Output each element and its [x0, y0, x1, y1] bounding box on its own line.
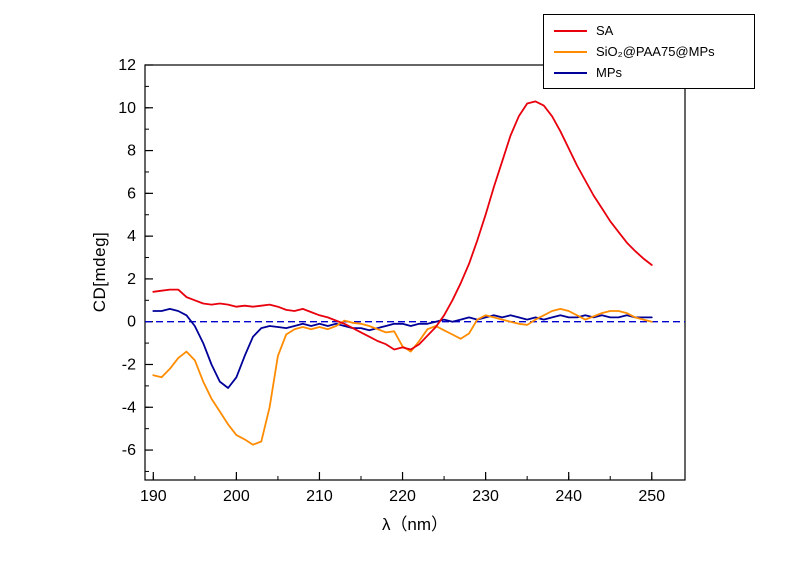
- x-tick-label: 220: [389, 488, 416, 505]
- x-tick-label: 240: [555, 488, 582, 505]
- legend-label-sa: SA: [596, 23, 614, 38]
- y-axis-label: CD[mdeg]: [90, 231, 109, 313]
- x-tick-label: 210: [306, 488, 333, 505]
- y-tick-label: 12: [118, 57, 136, 74]
- legend-item-sa: SA: [554, 20, 748, 41]
- y-tick-label: -4: [122, 399, 136, 416]
- y-tick-label: 0: [127, 314, 136, 331]
- plot-border: [144, 64, 686, 481]
- x-tick-label: 230: [472, 488, 499, 505]
- legend-item-sio2-paa75-mps: SiO₂@PAA75@MPs: [554, 41, 748, 62]
- series-line-sa: [152, 100, 653, 351]
- legend-label-sio2-paa75-mps: SiO₂@PAA75@MPs: [596, 44, 715, 59]
- x-axis-label: λ（nm）: [381, 515, 449, 534]
- y-tick-label: 6: [127, 185, 136, 202]
- y-tick-label: 8: [127, 143, 136, 160]
- legend-item-mps: MPs: [554, 62, 748, 83]
- x-tick-label: 200: [223, 488, 250, 505]
- legend-line-swatch-sa: [554, 29, 587, 32]
- y-tick-label: 4: [127, 228, 136, 245]
- series-line-sio-paa75-mps: [152, 307, 653, 446]
- series-line-mps: [152, 307, 653, 389]
- x-tick-label: 250: [638, 488, 665, 505]
- y-tick-label: 2: [127, 271, 136, 288]
- legend-line-swatch-sio2-paa75-mps: [554, 50, 587, 53]
- legend: SA SiO₂@PAA75@MPs MPs: [543, 14, 755, 89]
- y-tick-label: -6: [122, 442, 136, 459]
- x-tick-label: 190: [140, 488, 167, 505]
- y-tick-label: -2: [122, 356, 136, 373]
- legend-line-swatch-mps: [554, 71, 587, 74]
- legend-label-mps: MPs: [596, 65, 622, 80]
- y-tick-label: 10: [118, 100, 136, 117]
